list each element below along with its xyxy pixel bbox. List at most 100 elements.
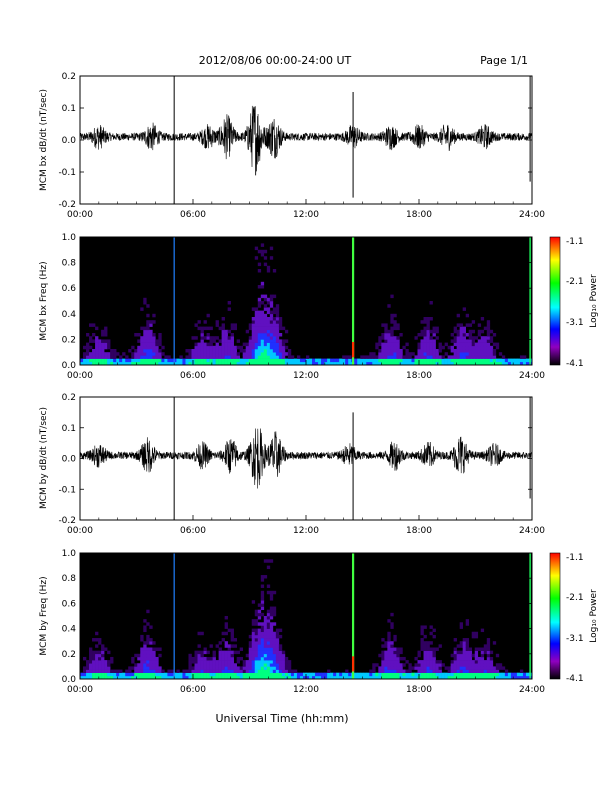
spectrogram-cell xyxy=(444,352,448,356)
spectrogram-cell xyxy=(191,660,195,664)
spectrogram-cell xyxy=(92,638,96,642)
spectrogram-cell xyxy=(275,307,280,311)
spectrogram-cell xyxy=(396,647,400,651)
spectrogram-cell xyxy=(158,342,162,347)
spectrogram-cell xyxy=(321,361,325,366)
spectrogram-cell xyxy=(423,352,427,356)
spectrogram-cell xyxy=(251,663,256,667)
spectrogram-cell xyxy=(260,281,265,286)
spectrogram-cell xyxy=(489,345,494,350)
spectrogram-cell xyxy=(146,304,150,308)
spectrogram-cell xyxy=(438,660,442,664)
spectrogram-cell xyxy=(182,361,186,366)
spectrogram-cell xyxy=(513,672,518,677)
spectrogram-cell xyxy=(468,656,473,661)
spectrogram-cell xyxy=(399,361,403,366)
spectrogram-cell xyxy=(248,650,253,655)
spectrogram-cell xyxy=(137,333,141,337)
colorbar-tick: -1.1 xyxy=(566,237,584,247)
colorbar-tick: -1.1 xyxy=(566,553,584,563)
spectrogram-cell xyxy=(212,358,216,363)
spectrogram-cell xyxy=(426,669,430,673)
spectrogram-cell xyxy=(266,333,271,337)
spectrogram-cell xyxy=(489,352,494,356)
spectrogram-cell xyxy=(284,361,289,366)
spectrogram-cell xyxy=(224,656,228,661)
spectrogram-cell xyxy=(432,663,436,667)
spectrogram-cell xyxy=(251,600,256,604)
spectrogram-cell xyxy=(390,656,394,661)
spectrogram-cell xyxy=(140,352,144,356)
spectrogram-cell xyxy=(390,625,394,629)
spectrogram-cell xyxy=(257,647,262,651)
spectrogram-cell xyxy=(269,647,274,651)
spectrogram-cell xyxy=(206,355,210,359)
spectrogram-cell xyxy=(200,675,204,680)
x-tick-label: 06:00 xyxy=(180,371,206,381)
spectrogram-cell xyxy=(381,644,385,648)
spectrogram-cell xyxy=(179,355,183,359)
spectrogram-cell xyxy=(489,358,494,363)
spectrogram-cell xyxy=(107,672,111,677)
spectrogram-cell xyxy=(221,669,225,673)
y-tick-label: 0.8 xyxy=(62,259,77,269)
x-tick-label: 00:00 xyxy=(67,371,93,381)
spectrogram-cell xyxy=(275,669,280,673)
spectrogram-cell xyxy=(251,666,256,670)
y-tick-label: 0.6 xyxy=(62,599,77,609)
y-tick-label: 0.0 xyxy=(62,361,77,371)
y-ticks: 1.00.80.60.40.20.0 xyxy=(62,549,532,685)
spectrogram-cell xyxy=(426,323,430,327)
spectrogram-cell xyxy=(242,349,247,353)
spectrogram-cell xyxy=(372,355,376,359)
spectrogram-cell xyxy=(471,660,476,664)
spectrogram-cell xyxy=(330,358,334,363)
spectrogram-cell xyxy=(155,672,159,677)
spectrogram-cell xyxy=(480,345,485,350)
spectrogram-cell xyxy=(480,647,485,651)
spectrogram-cell xyxy=(224,345,228,350)
spectrogram-cell xyxy=(402,355,406,359)
spectrogram-cell xyxy=(140,342,144,347)
spectrogram-cell xyxy=(468,675,473,680)
spectrogram-cell xyxy=(429,317,433,321)
spectrogram-cell xyxy=(92,358,96,363)
spectrogram-cell xyxy=(399,663,403,667)
spectrogram-cell xyxy=(269,590,274,595)
spectrogram-cell xyxy=(468,355,473,359)
spectrogram-cell xyxy=(393,323,397,327)
spectrogram-cell xyxy=(275,634,280,639)
spectrogram-cell xyxy=(113,672,117,677)
spectrogram-cell xyxy=(275,656,280,661)
spectrogram-cell xyxy=(257,323,262,327)
spectrogram-cell xyxy=(143,625,147,629)
spectrogram-cell xyxy=(492,342,497,347)
spectrogram-cell xyxy=(426,339,430,343)
spectrogram-cell xyxy=(212,666,216,670)
spectrogram-cell xyxy=(450,666,454,670)
spectrogram-cell xyxy=(378,342,382,347)
spectrogram-cell xyxy=(164,675,168,680)
spectrogram-cell xyxy=(248,361,253,366)
spectrogram-cell xyxy=(245,663,250,667)
spectrogram-cell xyxy=(185,672,189,677)
spectrogram-cell xyxy=(107,352,111,356)
spectrogram-cell xyxy=(155,656,159,661)
spectrogram-cell xyxy=(140,307,144,311)
spectrogram-cell xyxy=(239,672,244,677)
spectrogram-cell xyxy=(429,358,433,363)
spectrogram-cell xyxy=(417,342,421,347)
spectrogram-cell xyxy=(122,358,126,363)
spectrogram-cell xyxy=(306,361,310,366)
spectrogram-cell xyxy=(272,329,277,334)
spectrogram-cell xyxy=(462,663,466,667)
spectrogram-cell xyxy=(456,653,460,658)
spectrogram-cell xyxy=(224,358,228,363)
spectrogram-cell xyxy=(101,672,105,677)
spectrogram-cell xyxy=(468,358,473,363)
spectrogram-cell xyxy=(95,650,99,655)
spectrogram-cell xyxy=(411,675,415,680)
spectrogram-cell xyxy=(212,349,216,353)
spectrogram-cell xyxy=(471,672,476,677)
spectrogram-cell xyxy=(128,358,132,363)
